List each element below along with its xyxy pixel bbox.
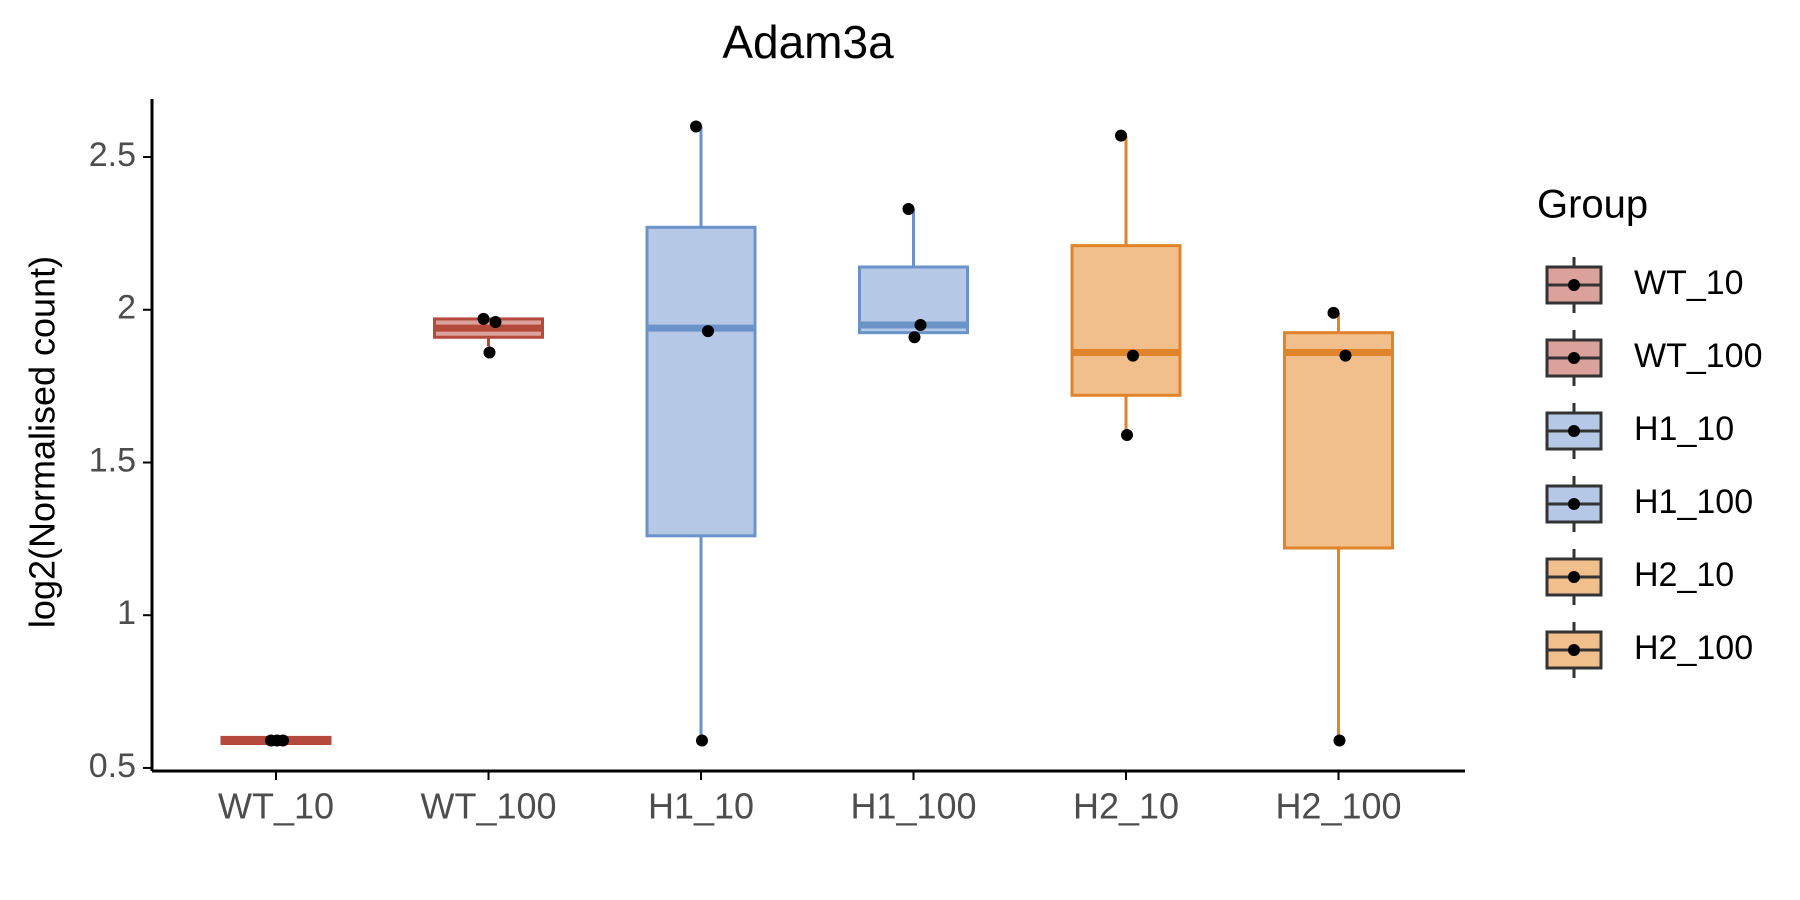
point: [477, 312, 490, 325]
x-tick-label: WT_100: [420, 786, 556, 827]
box: [1070, 244, 1182, 397]
point: [1115, 129, 1127, 142]
x-tick-label: H2_100: [1275, 786, 1401, 827]
y-tick-label: 1: [117, 594, 136, 632]
point: [489, 315, 502, 328]
legend-key-point: [1568, 425, 1580, 437]
y-tick-label: 1.5: [89, 441, 136, 479]
x-tick-label: H2_10: [1073, 786, 1179, 827]
legend-key-point: [1568, 279, 1580, 291]
legend-label: WT_100: [1634, 337, 1763, 375]
legend-key-point: [1568, 644, 1580, 656]
y-axis-label: log2(Normalised count): [22, 256, 63, 628]
point: [902, 202, 915, 215]
point: [1333, 734, 1346, 747]
legend-key-point: [1568, 352, 1580, 364]
point: [1339, 349, 1352, 362]
box: [1283, 331, 1394, 550]
point: [690, 120, 702, 133]
x-tick-label: H1_100: [850, 786, 976, 827]
point: [1127, 349, 1139, 362]
legend-label: H2_100: [1634, 629, 1753, 667]
legend-label: H1_10: [1634, 410, 1734, 448]
legend-label: H1_100: [1634, 483, 1753, 521]
point: [1121, 429, 1133, 441]
legend-title: Group: [1537, 183, 1648, 227]
point: [271, 734, 283, 747]
legend-label: H2_10: [1634, 556, 1734, 594]
point: [702, 325, 714, 338]
point: [914, 319, 927, 332]
point: [1327, 306, 1340, 319]
box: [645, 225, 757, 538]
point: [696, 734, 708, 747]
legend-key-point: [1568, 571, 1580, 583]
point: [483, 346, 496, 359]
x-tick-label: WT_10: [218, 786, 334, 827]
legend-label: WT_10: [1634, 264, 1744, 302]
y-tick-label: 2.5: [89, 136, 136, 174]
y-tick-label: 0.5: [89, 747, 136, 785]
chart-title: Adam3a: [722, 16, 894, 68]
point: [908, 331, 921, 344]
x-tick-label: H1_10: [648, 786, 754, 827]
y-tick-label: 2: [117, 289, 136, 327]
legend-key-point: [1568, 498, 1580, 510]
